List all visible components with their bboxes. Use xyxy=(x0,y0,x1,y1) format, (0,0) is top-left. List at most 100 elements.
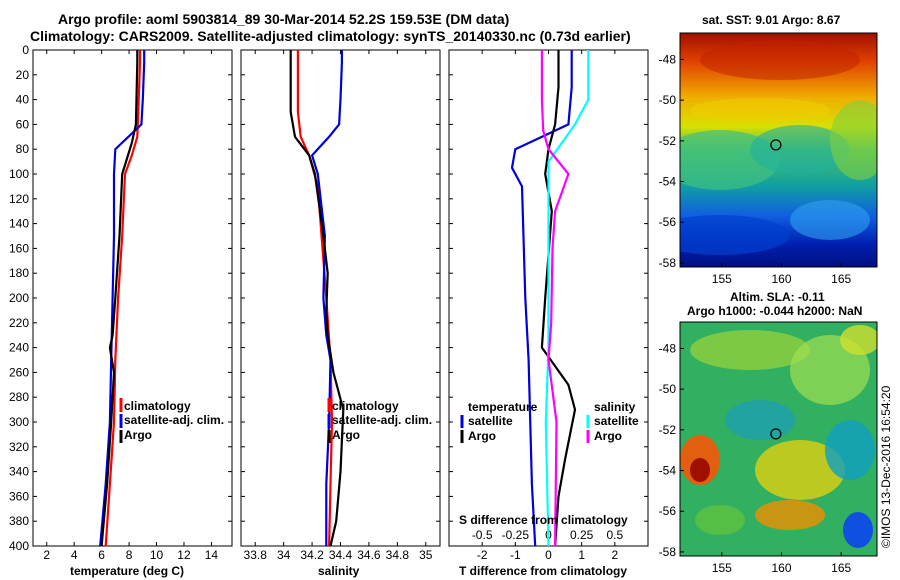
s-difference-xlabel: S difference from climatology xyxy=(459,513,628,527)
legend-climatology: climatology xyxy=(124,399,191,413)
legend-satellite-adj: satellite-adj. clim. xyxy=(124,413,224,427)
depth-tick-label: 100 xyxy=(9,167,29,181)
x-tick-label: 35 xyxy=(419,548,433,562)
depth-tick-label: 80 xyxy=(16,142,30,156)
x-tick-label: 8 xyxy=(126,548,133,562)
t-difference-tick-labels: -2 -1 0 1 2 xyxy=(477,50,618,562)
x-tick-label: 2 xyxy=(43,548,50,562)
salinity-xlabel: salinity xyxy=(318,564,360,578)
sla-map-frame xyxy=(679,321,878,557)
lat-tick-label: -58 xyxy=(659,545,677,559)
series-line-climatology xyxy=(296,50,334,547)
lat-tick-label: -50 xyxy=(659,382,677,396)
imos-credit: ©IMOS 13-Dec-2016 16:54:20 xyxy=(879,385,893,548)
sst-map-title: sat. SST: 9.01 Argo: 8.67 xyxy=(702,13,841,27)
x-tick-label: 12 xyxy=(177,548,191,562)
lon-tick-label: 160 xyxy=(771,561,791,575)
lat-tick-label: -48 xyxy=(659,52,677,66)
series-line-argo xyxy=(100,50,139,547)
depth-tick-label: 20 xyxy=(16,68,30,82)
x-tick-label: 34.6 xyxy=(357,548,381,562)
depth-tick-label: 340 xyxy=(9,465,29,479)
depth-tick-label: 0 xyxy=(22,43,29,57)
lat-tick-label: -48 xyxy=(659,341,677,355)
lon-tick-label: 155 xyxy=(712,561,732,575)
sst-lon-ticks: 155 160 165 xyxy=(712,263,852,286)
x-tick-label: -1 xyxy=(510,548,521,562)
legend-s-argo: Argo xyxy=(594,429,622,443)
sst-field xyxy=(680,33,877,267)
depth-tick-label: 40 xyxy=(16,93,30,107)
legend-t-argo: Argo xyxy=(468,429,496,443)
temperature-lines xyxy=(33,49,232,547)
series-line-s-argo xyxy=(540,50,570,547)
lat-tick-label: -52 xyxy=(659,423,677,437)
x-tick-label: 34.8 xyxy=(386,548,410,562)
x-tick-label: 34 xyxy=(277,548,291,562)
x-tick-label: 2 xyxy=(611,548,618,562)
legend-temperature-title: temperature xyxy=(468,400,538,414)
sla-lon-ticks: 155 160 165 xyxy=(712,552,852,575)
difference-legend: temperature satellite Argo salinity sate… xyxy=(460,400,639,443)
series-line-satellite-adj-clim- xyxy=(99,50,146,547)
series-line-t-satellite xyxy=(510,50,573,547)
salinity-panel: 33.8 34 34.2 34.4 34.6 34.8 35 salinity climat… xyxy=(240,49,441,578)
series-line-t-argo xyxy=(540,50,577,547)
lat-tick-label: -50 xyxy=(659,93,677,107)
x-tick-label: 14 xyxy=(205,548,219,562)
legend-t-satellite: satellite xyxy=(468,414,513,428)
lon-tick-label: 165 xyxy=(831,272,851,286)
x-tick-label: 33.8 xyxy=(244,548,268,562)
sla-float-marker xyxy=(770,428,782,440)
depth-tick-label: 320 xyxy=(9,440,29,454)
t-difference-xlabel: T difference from climatology xyxy=(459,564,627,578)
sst-map-frame xyxy=(679,32,878,268)
sst-lat-ticks: -48 -50 -52 -54 -56 -58 xyxy=(659,52,684,270)
lat-tick-label: -58 xyxy=(659,256,677,270)
x-tick-label: 1 xyxy=(578,548,585,562)
x-tick-label: 0 xyxy=(545,548,552,562)
depth-tick-label: 240 xyxy=(9,341,29,355)
legend-argo: Argo xyxy=(332,428,360,442)
sla-title-1: Altim. SLA: -0.11 xyxy=(730,290,825,304)
s-diff-tick-label: -0.5 xyxy=(472,528,493,542)
legend-climatology: climatology xyxy=(332,399,399,413)
title-line-1: Argo profile: aoml 5903814_89 30-Mar-201… xyxy=(58,11,509,27)
s-diff-tick-label: -0.25 xyxy=(502,528,530,542)
lon-tick-label: 155 xyxy=(712,272,732,286)
depth-tick-label: 360 xyxy=(9,489,29,503)
x-tick-label: 6 xyxy=(98,548,105,562)
depth-tick-labels: 0 20 40 60 80 100 120 140 160 180 200 220 240 260 280 3… xyxy=(9,43,29,553)
temperature-xlabel: temperature (deg C) xyxy=(70,564,184,578)
series-line-climatology xyxy=(104,50,142,547)
depth-tick-label: 220 xyxy=(9,316,29,330)
x-tick-label: 34.2 xyxy=(300,548,324,562)
depth-tick-label: 260 xyxy=(9,365,29,379)
legend-argo: Argo xyxy=(124,428,152,442)
depth-tick-label: 180 xyxy=(9,266,29,280)
legend-salinity-title: salinity xyxy=(594,400,636,414)
depth-tick-label: 120 xyxy=(9,192,29,206)
sla-title-2: Argo h1000: -0.044 h2000: NaN xyxy=(687,304,862,318)
depth-tick-label: 200 xyxy=(9,291,29,305)
x-tick-label: 4 xyxy=(71,548,78,562)
lon-tick-label: 165 xyxy=(831,561,851,575)
depth-tick-label: 300 xyxy=(9,415,29,429)
sla-lat-ticks: -48 -50 -52 -54 -56 -58 xyxy=(659,341,684,559)
sla-map: Altim. SLA: -0.11 Argo h1000: -0.044 h20… xyxy=(659,290,878,575)
depth-tick-label: 400 xyxy=(9,539,29,553)
sst-map: sat. SST: 9.01 Argo: 8.67 -48 -50 -52 -54 -5… xyxy=(659,13,878,286)
temperature-panel: 0 20 40 60 80 100 120 140 160 180 200 220 240 260 280 3… xyxy=(9,43,233,578)
temperature-axes xyxy=(32,49,233,547)
lat-tick-label: -52 xyxy=(659,134,677,148)
series-line-argo xyxy=(289,50,345,547)
x-tick-label: -2 xyxy=(477,548,488,562)
lat-tick-label: -56 xyxy=(659,504,677,518)
series-line-s-satellite xyxy=(544,50,590,547)
difference-lines xyxy=(449,49,648,547)
depth-tick-label: 280 xyxy=(9,390,29,404)
temperature-legend: climatology satellite-adj. clim. Argo xyxy=(119,398,224,443)
salinity-legend: climatology satellite-adj. clim. Argo xyxy=(327,398,432,443)
x-tick-label: 10 xyxy=(150,548,164,562)
